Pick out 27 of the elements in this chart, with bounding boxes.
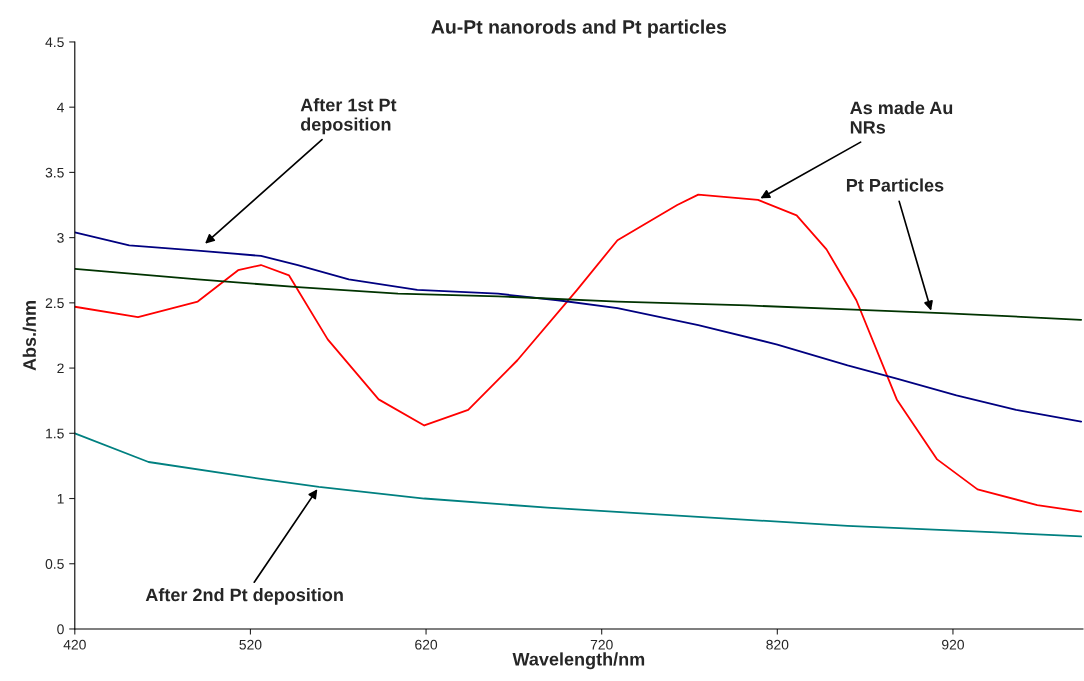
line-series	[74, 231, 1083, 423]
x-axis-title: Wavelength/nm	[512, 652, 645, 670]
line-series	[74, 193, 1083, 513]
annotation: As made Au NRs	[850, 101, 953, 134]
line-series	[74, 268, 1083, 321]
y-tick-label: 4.5	[45, 37, 64, 48]
y-tick-label: 2	[57, 363, 64, 374]
y-tick-label: 3	[57, 232, 64, 243]
y-axis-title: Abs./nm	[22, 300, 37, 371]
annotation: After 2nd Pt deposition	[145, 588, 343, 605]
y-tick-label: 3.5	[45, 167, 64, 178]
y-tick-label: 1	[57, 494, 64, 504]
annotation: After 1st Pt deposition	[300, 98, 397, 135]
y-tick-label: 0	[57, 624, 64, 635]
x-tick-label: 520	[239, 639, 262, 650]
x-tick-label: 620	[415, 639, 438, 650]
y-tick-label: 1.5	[46, 428, 64, 439]
y-tick-label: 0.5	[45, 559, 64, 569]
x-tick-label: 720	[590, 639, 613, 650]
x-tick-label: 920	[942, 639, 964, 650]
line-series	[74, 432, 1083, 538]
y-tick-label: 2.5	[45, 298, 64, 309]
x-tick-label: 820	[766, 639, 789, 650]
x-tick-label: 420	[63, 639, 86, 650]
chart-title: Au-Pt nanorods and Pt particles	[431, 19, 727, 38]
annotation: Pt Particles	[846, 178, 944, 192]
y-tick-label: 4	[56, 102, 64, 113]
